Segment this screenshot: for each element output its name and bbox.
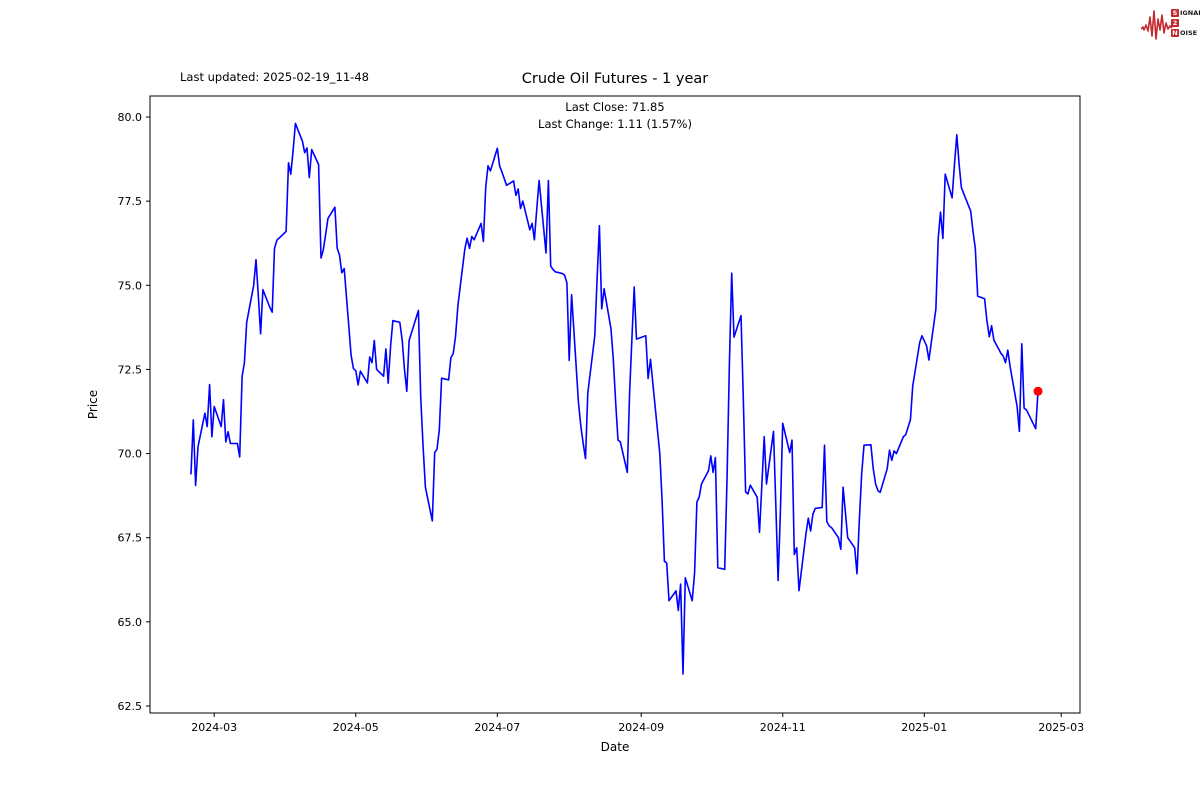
price-line xyxy=(190,122,1039,675)
x-tick-label: 2024-03 xyxy=(191,721,237,734)
x-tick-label: 2024-05 xyxy=(333,721,379,734)
logo-rest-oise: OISE xyxy=(1180,29,1198,37)
y-tick-label: 72.5 xyxy=(118,363,143,376)
logo-row-2: 2 xyxy=(1171,19,1200,28)
logo-row-noise: N OISE xyxy=(1171,29,1200,38)
last-change-text: Last Change: 1.11 (1.57%) xyxy=(538,116,692,131)
logo-initial-s: S xyxy=(1171,9,1179,17)
logo-rest-ignal: IGNAL xyxy=(1180,9,1200,17)
x-tick-label: 2024-09 xyxy=(618,721,664,734)
signal2noise-logo: S IGNAL 2 N OISE xyxy=(1141,2,1200,44)
last-updated-text: Last updated: 2025-02-19_11-48 xyxy=(180,70,369,84)
y-tick-label: 65.0 xyxy=(118,616,143,629)
y-tick-label: 77.5 xyxy=(118,195,143,208)
last-close-text: Last Close: 71.85 xyxy=(565,100,665,114)
last-close-marker xyxy=(1033,386,1043,396)
last-close-annotation: Last Close: 71.85 Last Change: 1.11 (1.5… xyxy=(0,99,1200,132)
x-axis-label: Date xyxy=(601,740,630,754)
x-tick-label: 2024-11 xyxy=(760,721,806,734)
logo-row-signal: S IGNAL xyxy=(1171,9,1200,18)
y-tick-label: 75.0 xyxy=(118,279,143,292)
logo-text: S IGNAL 2 N OISE xyxy=(1171,9,1200,38)
x-tick-label: 2024-07 xyxy=(474,721,520,734)
y-tick-label: 67.5 xyxy=(118,532,143,545)
y-tick-label: 70.0 xyxy=(118,448,143,461)
logo-initial-2: 2 xyxy=(1171,19,1179,27)
axes-frame xyxy=(149,95,1081,714)
logo-initial-n: N xyxy=(1171,29,1179,37)
y-tick-label: 80.0 xyxy=(118,111,143,124)
chart-title: Crude Oil Futures - 1 year xyxy=(521,71,709,87)
waveform-icon xyxy=(1141,10,1173,40)
y-tick-label: 62.5 xyxy=(118,700,143,713)
x-tick-label: 2025-03 xyxy=(1038,721,1084,734)
x-tick-label: 2025-01 xyxy=(901,721,947,734)
y-axis-label: Price xyxy=(86,390,100,419)
